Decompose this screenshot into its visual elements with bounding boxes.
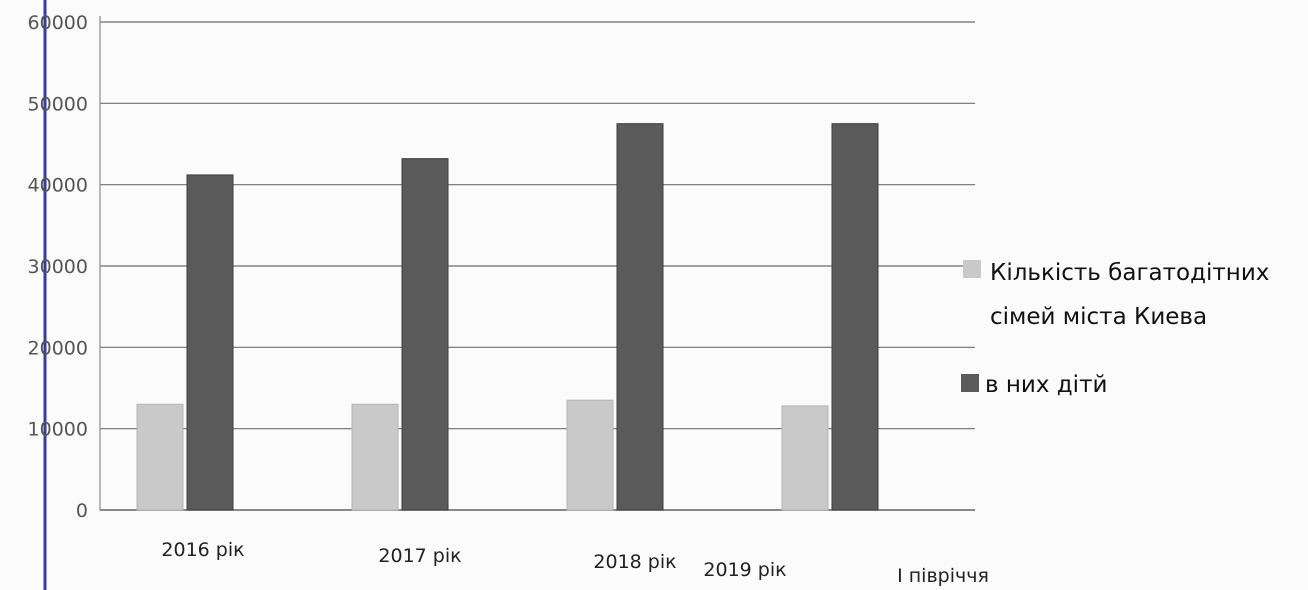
x-tick-label: 2018 рік (593, 551, 676, 573)
bar (831, 123, 879, 511)
bar (616, 123, 664, 511)
x-tick-label: 2017 рік (378, 545, 461, 567)
y-tick-label: 40000 (28, 175, 88, 197)
bar (781, 405, 829, 511)
bar (566, 399, 614, 511)
legend-swatch (963, 260, 981, 278)
y-tick-label: 10000 (28, 419, 88, 441)
y-tick-label: 0 (76, 500, 88, 522)
x-tick-label: 2019 рік (703, 559, 786, 581)
bar (351, 403, 399, 511)
x-tick-label: 2016 рік (161, 539, 244, 561)
bar (186, 174, 234, 511)
y-tick-label: 20000 (28, 337, 88, 359)
legend-label: в них дітй (985, 372, 1107, 398)
x-tick-labels: 2016 рік 2017 рік 2018 рік 2019 рік І півріч… (161, 539, 988, 587)
legend-swatch (961, 374, 979, 392)
axes (99, 16, 975, 511)
legend: Кількість багатодітних сімей міста Киева в… (961, 260, 1269, 398)
bar (401, 158, 449, 511)
y-tick-labels: 0 10000 20000 30000 40000 50000 60000 (28, 12, 88, 522)
y-tick-label: 60000 (28, 12, 88, 34)
x-tick-label: І півріччя (897, 565, 989, 587)
bar (136, 403, 184, 511)
y-tick-label: 30000 (28, 256, 88, 278)
y-tick-label: 50000 (28, 93, 88, 115)
bars (136, 123, 879, 511)
legend-label: Кількість багатодітних сімей міста Киева (990, 260, 1269, 330)
